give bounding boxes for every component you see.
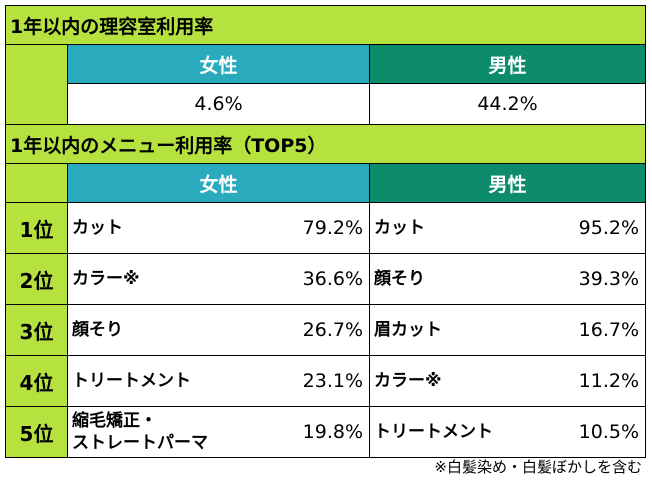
female-menu-pct: 79.2% (285, 202, 370, 254)
rank-row: 5位 縮毛矯正・ ストレートパーマ 19.8% トリートメント 10.5% (5, 406, 647, 458)
female-menu-name: トリートメント (67, 355, 286, 407)
female-header: 女性 (67, 163, 370, 203)
male-menu-pct: 16.7% (541, 304, 647, 356)
female-menu-pct: 23.1% (285, 355, 370, 407)
rank-label: 1位 (5, 202, 68, 254)
section2-title-row: 1年以内のメニュー利用率（TOP5） (4, 124, 647, 164)
male-menu-pct: 11.2% (541, 355, 647, 407)
rank-rows: 1位 カット 79.2% カット 95.2% 2位 カラー※ 36.6% 顔そり 39.3% 3位顔… (5, 202, 647, 458)
male-menu-pct: 95.2% (541, 202, 647, 254)
rank-label: 3位 (5, 304, 68, 356)
blank-cell (5, 163, 68, 203)
rank-label: 5位 (5, 406, 68, 458)
male-menu-name: カラー※ (369, 355, 542, 407)
male-header: 男性 (368, 163, 647, 203)
male-rate: 44.2% (368, 83, 647, 125)
usage-table: 1年以内の理容室利用率 女性 男性 4.6% 44.2% 1年以内のメニュー利用… (4, 5, 647, 458)
male-menu-name: 眉カット (369, 304, 542, 356)
male-menu-pct: 39.3% (541, 253, 647, 305)
female-menu-pct: 26.7% (285, 304, 370, 356)
male-menu-name: カット (369, 202, 542, 254)
male-menu-pct: 10.5% (541, 406, 647, 458)
rank-label: 2位 (5, 253, 68, 305)
female-menu-name: 縮毛矯正・ ストレートパーマ (67, 406, 286, 458)
rank-row: 4位 トリートメント 23.1% カラー※ 11.2% (5, 355, 647, 407)
rank-row: 2位 カラー※ 36.6% 顔そり 39.3% (5, 253, 647, 305)
section1-title-row: 1年以内の理容室利用率 (4, 5, 647, 45)
female-header: 女性 (67, 44, 370, 84)
female-menu-name: 顔そり (67, 304, 286, 356)
female-menu-pct: 36.6% (285, 253, 370, 305)
section1-rate-row: 4.6% 44.2% (6, 83, 647, 125)
rank-row: 3位 顔そり 26.7% 眉カット 16.7% (5, 304, 647, 356)
section2-header-row: 女性 男性 (5, 163, 647, 203)
footnote: ※白髪染め・白髪ぼかしを含む (434, 458, 642, 476)
section1-header-row: 女性 男性 (5, 44, 647, 125)
section1-title: 1年以内の理容室利用率 (4, 5, 647, 45)
rank-label: 4位 (5, 355, 68, 407)
female-menu-name: カット (67, 202, 286, 254)
rank-row: 1位 カット 79.2% カット 95.2% (5, 202, 647, 254)
female-menu-name: カラー※ (67, 253, 286, 305)
male-menu-name: 顔そり (369, 253, 542, 305)
blank-cell (5, 44, 68, 125)
male-menu-name: トリートメント (369, 406, 542, 458)
female-menu-pct: 19.8% (285, 406, 370, 458)
male-header: 男性 (368, 44, 647, 84)
female-rate: 4.6% (67, 83, 370, 125)
section2-title: 1年以内のメニュー利用率（TOP5） (4, 124, 647, 164)
